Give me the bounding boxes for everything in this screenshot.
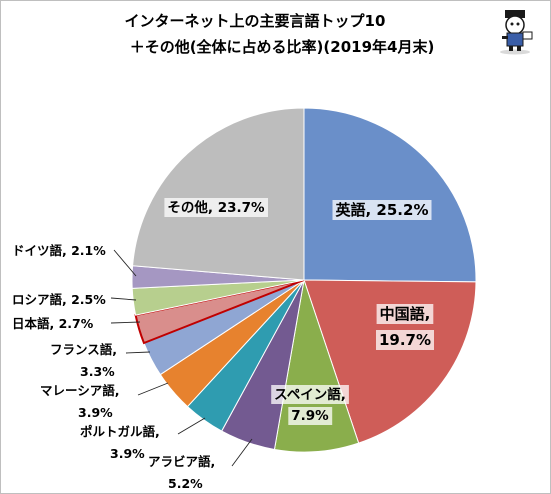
slice-value-label: 5.2% [168,476,203,491]
chart-title-line-1: インターネット上の主要言語トップ10 [125,12,386,30]
pie-slice [303,107,477,283]
leader-line [110,297,137,301]
slice-label: 中国語, [380,305,431,323]
leader-line [113,249,137,277]
leader-line [125,351,151,354]
slice-label: マレーシア語, [40,383,120,398]
leader-line [177,417,206,435]
label-background [288,407,333,425]
label-background [332,200,432,220]
label-background [164,198,268,217]
slice-label: スペイン語, [274,386,346,403]
slice-label: その他, 23.7% [167,199,265,216]
slice-labels: 英語, 25.2% 中国語, 19.7% スペイン語, 7.9% アラビア語, 5.2% ポル… [12,198,434,491]
character-mascot-icon [500,10,533,55]
label-background [376,304,434,324]
leader-line [137,382,169,396]
slice-value-label: 7.9% [291,408,329,424]
label-background [271,385,349,404]
slice-label: 日本語, 2.7% [12,316,94,331]
pie-slice [132,107,305,281]
slice-label: フランス語, [50,342,117,357]
slice-label: ドイツ語, 2.1% [12,243,106,258]
leader-lines [110,249,253,467]
slice-value-label: 3.3% [80,364,115,379]
slice-label: アラビア語, [148,454,215,469]
slice-value-label: 19.7% [379,331,431,349]
slice-value-label: 3.9% [110,446,145,461]
slice-label: 英語, 25.2% [336,201,429,219]
slice-label: ロシア語, 2.5% [12,292,106,307]
chart-title-line-2: ＋その他(全体に占める比率)(2019年4月末) [130,38,435,56]
slice-value-label: 3.9% [78,405,113,420]
label-background [376,330,434,350]
slice-label: ポルトガル語, [80,424,160,439]
leader-line [231,438,253,467]
leader-line [110,321,141,324]
